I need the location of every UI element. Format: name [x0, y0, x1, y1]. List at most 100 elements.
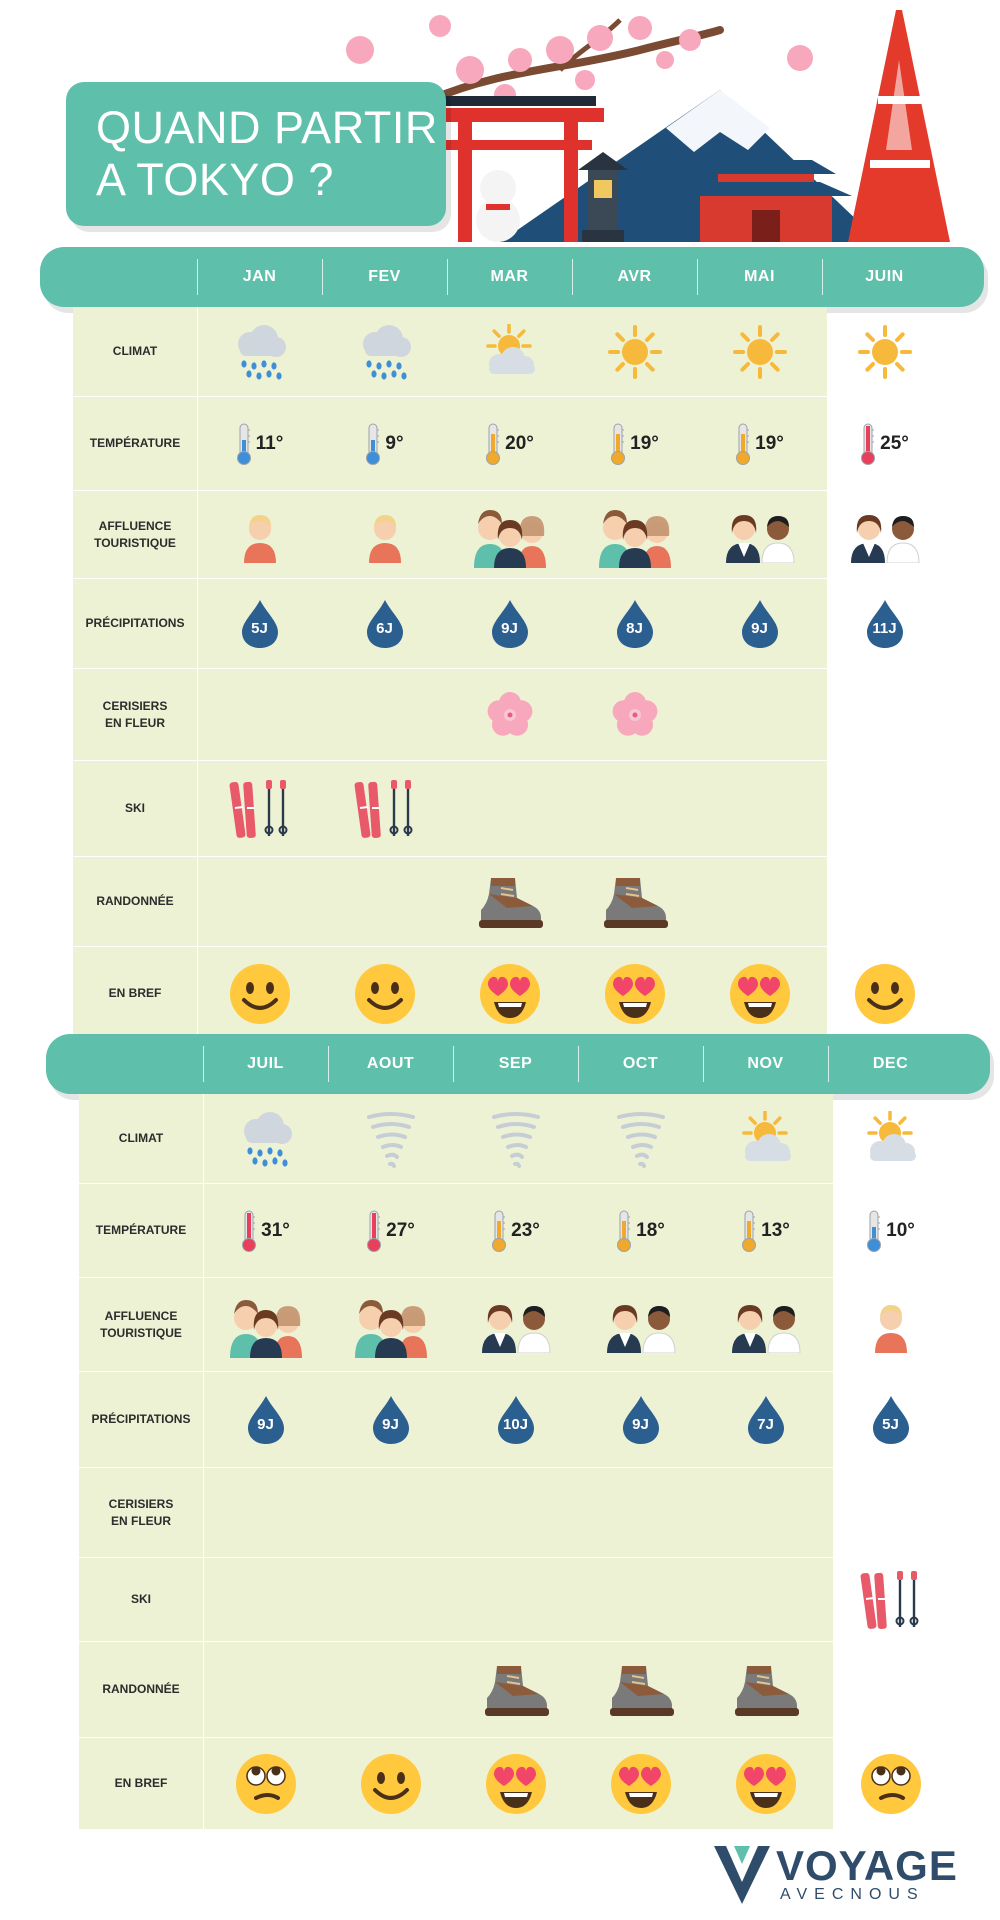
crowd-icon	[354, 1299, 427, 1358]
temperature-reading: 9°	[365, 422, 404, 466]
temperature-value: 13°	[761, 1219, 790, 1241]
cell-precipitations: 9J	[328, 1372, 453, 1467]
rain-cloud-icon	[243, 1111, 292, 1167]
stone-lantern-icon	[578, 152, 628, 242]
cell-affluence	[828, 1278, 953, 1371]
cell-temperature: 18°	[578, 1184, 703, 1277]
two-people-icon	[731, 1304, 801, 1353]
sun-cloud-icon	[485, 323, 535, 374]
month-label: DEC	[828, 1046, 952, 1082]
row-label-temperature: TEMPÉRATURE	[95, 1223, 187, 1237]
cell-climat	[203, 1094, 328, 1183]
row-label-randonnee: RANDONNÉE	[96, 894, 174, 908]
cell-randonnee	[828, 1642, 953, 1737]
row-label-temperature: TEMPÉRATURE	[89, 436, 181, 450]
temperature-value: 20°	[505, 432, 534, 454]
row-label-affluence: AFFLUENCE TOURISTIQUE	[73, 491, 197, 578]
cell-bref	[328, 1738, 453, 1829]
month-label: AOUT	[328, 1046, 452, 1082]
row-label-line: TOURISTIQUE	[94, 535, 176, 550]
cell-climat	[822, 307, 947, 396]
row-label-climat: CLIMAT	[118, 1131, 164, 1145]
month-label: SEP	[453, 1046, 577, 1082]
precipitation-value: 8J	[626, 619, 643, 637]
cell-randonnee	[453, 1642, 578, 1737]
cell-randonnee	[447, 857, 572, 946]
tornado-icon	[366, 1111, 415, 1168]
heart-eyes-emoji-icon	[735, 1753, 796, 1814]
temperature-value: 11°	[255, 432, 284, 454]
sun-icon	[732, 324, 787, 379]
temperature-reading: 19°	[610, 422, 659, 466]
ski-icon	[354, 779, 412, 838]
cell-precipitations: 8J	[572, 579, 697, 668]
title-line-2: A TOKYO ?	[96, 154, 334, 205]
month-label: JAN	[197, 259, 321, 295]
row-divider	[197, 491, 198, 578]
temperature-value: 9°	[385, 432, 404, 454]
month-label: NOV	[703, 1046, 827, 1082]
cell-randonnee	[197, 857, 322, 946]
row-label-bref: EN BREF	[114, 1776, 168, 1790]
cell-temperature: 23°	[453, 1184, 578, 1277]
cell-bref	[578, 1738, 703, 1829]
row-label-precipitations: PRÉCIPITATIONS	[91, 1412, 191, 1426]
raindrop-icon	[741, 599, 778, 648]
hiking-boot-icon	[609, 1665, 674, 1716]
ski-icon	[229, 779, 287, 838]
cell-cerisiers	[203, 1468, 328, 1557]
row-divider	[203, 1372, 204, 1467]
cell-cerisiers	[447, 669, 572, 760]
cell-bref	[447, 947, 572, 1040]
two-people-icon	[725, 514, 795, 563]
thermometer-icon	[861, 423, 876, 465]
thermometer-icon	[742, 1210, 757, 1252]
row-label-cerisiers: CERISIERS EN FLEUR	[73, 669, 197, 760]
cell-precipitations: 11J	[822, 579, 947, 668]
temperature-reading: 20°	[485, 422, 534, 466]
precipitation-value: 7J	[757, 1415, 774, 1433]
precipitation-value: 6J	[376, 619, 393, 637]
table-row: TEMPÉRATURE 11° 9° 20° 19° 19° 25°	[73, 397, 909, 491]
cell-cerisiers	[828, 1468, 953, 1557]
temperature-value: 18°	[636, 1219, 665, 1241]
tornado-icon	[616, 1111, 665, 1168]
hiking-boot-icon	[734, 1665, 799, 1716]
raindrop-icon	[866, 599, 903, 648]
temperature-reading: 27°	[366, 1209, 415, 1253]
cell-temperature: 20°	[447, 397, 572, 490]
smile-emoji-icon	[854, 963, 915, 1024]
precipitation-value: 10J	[502, 1415, 529, 1433]
month-label: OCT	[578, 1046, 702, 1082]
heart-eyes-emoji-icon	[610, 1753, 671, 1814]
temperature-reading: 31°	[241, 1209, 290, 1253]
row-divider	[203, 1468, 204, 1557]
thermometer-icon	[366, 423, 381, 465]
cell-affluence	[322, 491, 447, 578]
cell-temperature: 19°	[697, 397, 822, 490]
cell-affluence	[328, 1278, 453, 1371]
cell-climat	[447, 307, 572, 396]
heart-eyes-emoji-icon	[729, 963, 790, 1024]
precipitation-days: 9J	[371, 1394, 411, 1446]
precipitation-days: 6J	[365, 598, 405, 650]
cell-cerisiers	[822, 669, 947, 760]
temperature-reading: 23°	[491, 1209, 540, 1253]
cell-climat	[703, 1094, 828, 1183]
logo-subtitle: AVECNOUS	[780, 1886, 925, 1903]
precipitation-days: 9J	[246, 1394, 286, 1446]
one-person-icon	[368, 514, 401, 563]
hiking-boot-icon	[603, 877, 668, 928]
raindrop-icon	[491, 599, 528, 648]
cell-bref	[822, 947, 947, 1040]
cell-climat	[578, 1094, 703, 1183]
row-label-ski: SKI	[130, 1592, 151, 1606]
sun-cloud-icon	[866, 1110, 916, 1161]
cell-affluence	[697, 491, 822, 578]
row-label-bref: EN BREF	[108, 986, 162, 1000]
cell-cerisiers	[197, 669, 322, 760]
precipitation-value: 9J	[501, 619, 518, 637]
cell-ski	[322, 761, 447, 856]
cell-temperature: 19°	[572, 397, 697, 490]
thermometer-icon	[367, 1210, 382, 1252]
